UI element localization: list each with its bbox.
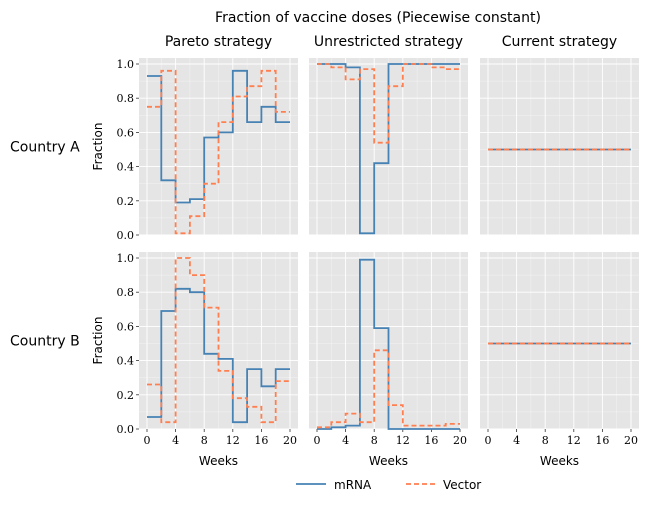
column-title-current-strategy: Current strategy (502, 34, 617, 50)
x-tick-label: 8 (201, 434, 208, 447)
x-tick-label: 20 (453, 434, 467, 447)
x-tick-label: 4 (513, 434, 520, 447)
series-line-vector (317, 63, 460, 144)
x-axis-label: Weeks (199, 454, 238, 468)
y-axis-label: Fraction (91, 317, 105, 365)
x-tick-label: 8 (542, 434, 549, 447)
y-tick-label: 1.0 (117, 58, 135, 71)
y-tick-label: 0.6 (117, 126, 135, 139)
panel-country-a-unrestricted-strategy (309, 58, 468, 236)
x-tick-label: 8 (371, 434, 378, 447)
panel-grid: Pareto strategy Unrestricted strategy Curr… (10, 34, 639, 468)
y-tick-label: 0.8 (117, 92, 135, 105)
series-line-vector (147, 257, 290, 424)
y-tick-label: 0.4 (117, 355, 135, 368)
x-tick-label: 12 (396, 434, 410, 447)
y-tick-label: 0.2 (117, 195, 135, 208)
figure-title: Fraction of vaccine doses (Piecewise con… (215, 10, 541, 26)
row-label-country-b: Country B (10, 334, 80, 350)
x-tick-label: 12 (226, 434, 240, 447)
x-tick-label: 0 (485, 434, 492, 447)
row-label-country-a: Country A (10, 140, 80, 156)
x-tick-label: 0 (314, 434, 321, 447)
x-axis-label: Weeks (540, 454, 579, 468)
x-tick-label: 12 (567, 434, 581, 447)
y-tick-label: 0.6 (117, 320, 135, 333)
y-tick-label: 0.2 (117, 389, 135, 402)
panel-country-a-pareto-strategy: 0.0 0.2 0.4 0.6 0.8 1.0 Fraction (91, 58, 298, 242)
series-line-mrna (317, 63, 460, 235)
x-tick-label: 16 (424, 434, 438, 447)
x-tick-label: 16 (595, 434, 609, 447)
x-tick-label: 4 (172, 434, 179, 447)
y-tick-label: 0.0 (117, 423, 135, 436)
y-tick-label: 0.0 (117, 229, 135, 242)
x-tick-label: 20 (624, 434, 638, 447)
column-title-pareto-strategy: Pareto strategy (165, 34, 272, 50)
legend: mRNA Vector (296, 478, 481, 492)
panel-country-a-current-strategy (480, 58, 639, 236)
legend-label-vector: Vector (443, 478, 481, 492)
legend-label-mrna: mRNA (334, 478, 372, 492)
x-axis-label: Weeks (369, 454, 408, 468)
panel-country-b-unrestricted-strategy: 0 4 8 12 16 20 Weeks (309, 252, 468, 468)
y-axis-label: Fraction (91, 123, 105, 171)
y-tick-label: 0.8 (117, 286, 135, 299)
x-tick-label: 16 (254, 434, 268, 447)
series-line-vector (147, 69, 290, 235)
x-tick-label: 4 (342, 434, 349, 447)
panel-country-b-current-strategy: 0 4 8 12 16 20 Weeks (480, 252, 639, 468)
x-tick-label: 20 (283, 434, 297, 447)
x-tick-label: 0 (144, 434, 151, 447)
series-line-mrna (317, 258, 460, 430)
y-tick-label: 0.4 (117, 161, 135, 174)
panel-country-b-pareto-strategy: 0.0 0.2 0.4 0.6 0.8 1.0 Fraction 0 4 8 12 16 20 Weeks (91, 252, 298, 468)
column-title-unrestricted-strategy: Unrestricted strategy (314, 34, 463, 50)
y-tick-label: 1.0 (117, 252, 135, 265)
